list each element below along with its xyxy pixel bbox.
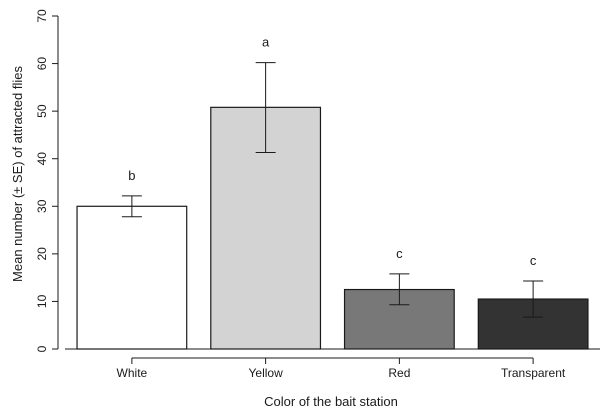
- category-label: Yellow: [249, 366, 284, 380]
- category-labels: White Yellow Red Transparent: [117, 366, 566, 380]
- significance-letters: b a c c: [128, 35, 537, 268]
- category-label: Transparent: [501, 366, 566, 380]
- y-tick-label: 30: [35, 199, 49, 213]
- significance-letter: c: [396, 246, 403, 261]
- y-tick-label: 40: [35, 152, 49, 166]
- bars: [76, 106, 589, 350]
- y-axis: 0 10 20 30 40 50 60 70: [35, 9, 59, 352]
- y-tick-label: 0: [35, 345, 49, 352]
- y-tick-label: 60: [35, 57, 49, 71]
- significance-letter: c: [530, 253, 537, 268]
- y-tick-label: 50: [35, 104, 49, 118]
- category-label: Red: [388, 366, 410, 380]
- y-tick-label: 70: [35, 9, 49, 23]
- significance-letter: b: [128, 168, 135, 183]
- y-tick-label: 20: [35, 247, 49, 261]
- error-bars: [121, 62, 544, 318]
- x-axis: [65, 348, 600, 364]
- x-axis-title: Color of the bait station: [264, 394, 398, 409]
- y-tick-label: 10: [35, 294, 49, 308]
- significance-letter: a: [262, 35, 270, 50]
- bar-white: [76, 205, 188, 350]
- y-axis-title: Mean number (± SE) of attracted flies: [10, 66, 25, 282]
- category-label: White: [117, 366, 148, 380]
